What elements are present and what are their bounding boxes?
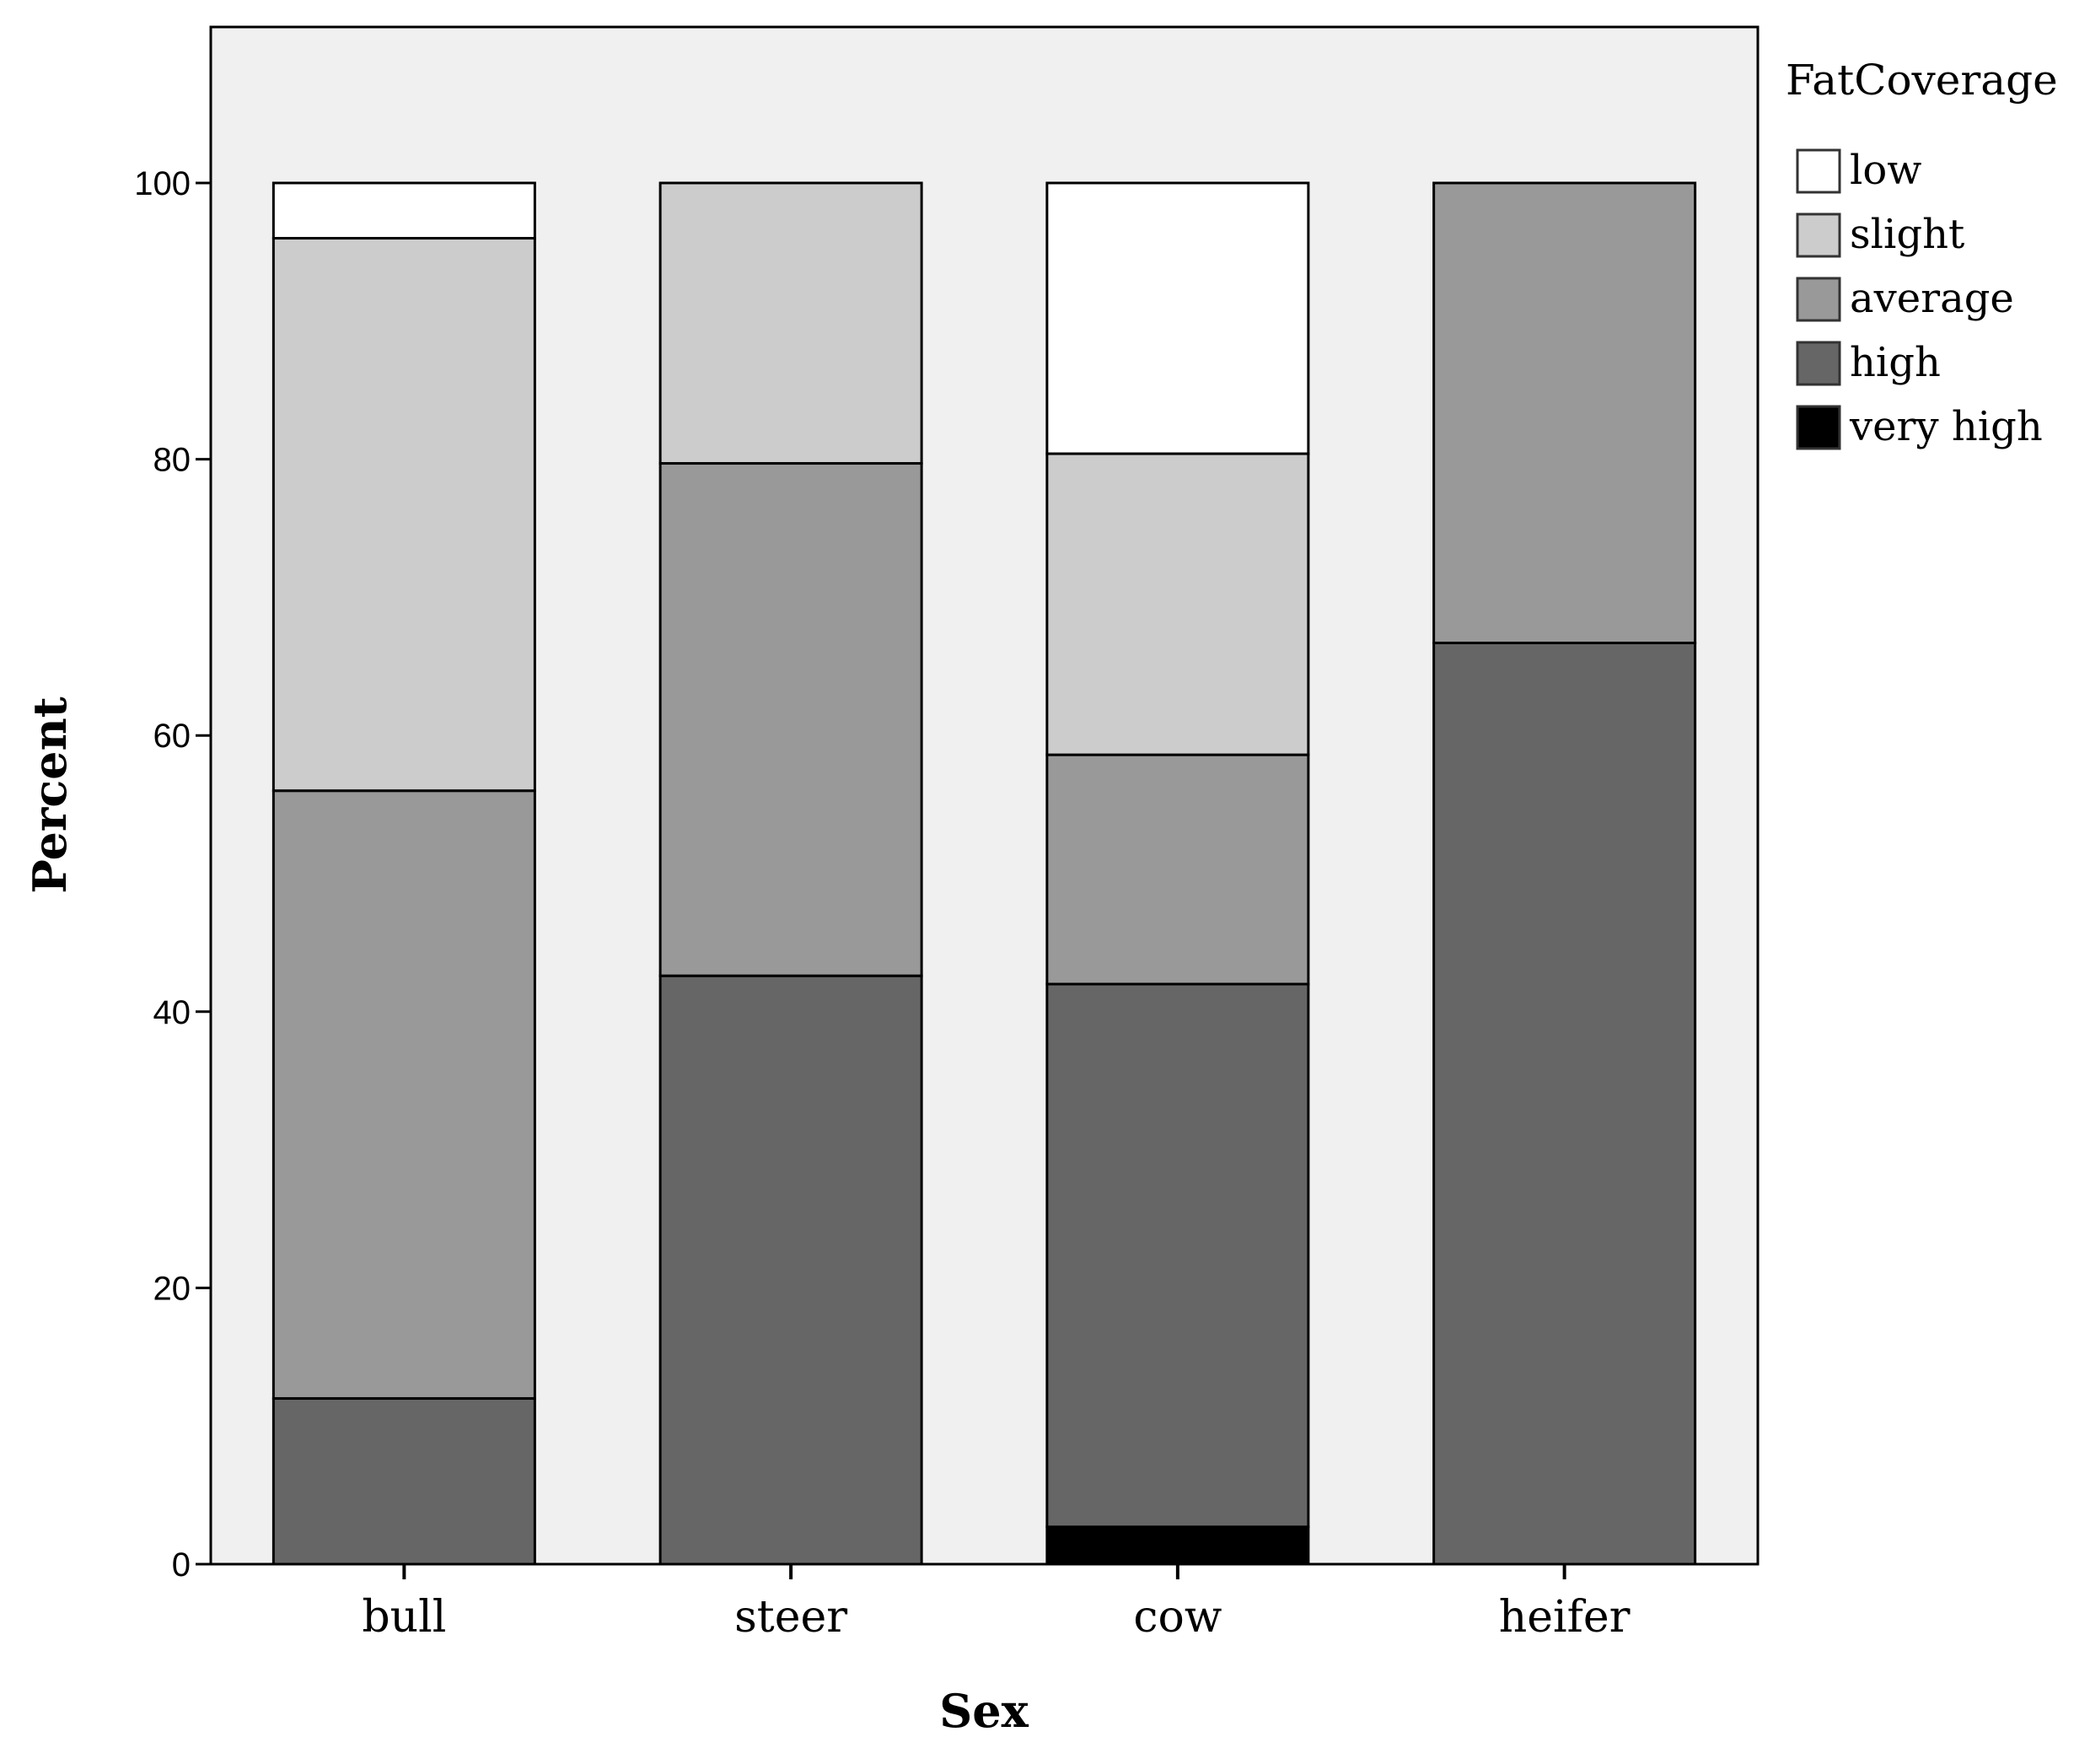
bar-steer-slight <box>658 181 923 465</box>
y-axis-title: Percent <box>23 696 77 893</box>
y-tick-label: 20 <box>153 1270 191 1307</box>
bar-bull-high <box>271 1396 536 1566</box>
bar-steer-high <box>658 974 923 1566</box>
x-tick-label: steer <box>734 1592 847 1643</box>
legend-label-slight: slight <box>1850 211 1964 258</box>
bar-cow-average <box>1045 753 1310 986</box>
legend-swatch-high <box>1796 341 1841 386</box>
y-tick-label: 80 <box>153 442 191 479</box>
y-tick-label: 60 <box>153 718 191 755</box>
legend-label-very-high: very high <box>1849 403 2043 450</box>
legend-swatch-slight <box>1796 212 1841 258</box>
x-axis: bull steer cow heifer <box>362 1564 1631 1643</box>
bar-bull-slight <box>271 237 536 793</box>
bars-layer <box>271 181 1697 1566</box>
x-axis-title: Sex <box>939 1684 1029 1738</box>
legend-label-high: high <box>1850 339 1941 386</box>
y-tick-label: 0 <box>172 1546 191 1584</box>
legend-swatch-very-high <box>1796 405 1841 450</box>
y-axis: 0 20 40 60 80 100 <box>134 165 211 1584</box>
y-tick-label: 40 <box>153 994 191 1031</box>
bar-steer-average <box>658 462 923 977</box>
legend-swatch-average <box>1796 277 1841 322</box>
y-tick-label: 100 <box>134 165 191 202</box>
x-tick-label: heifer <box>1499 1592 1631 1643</box>
legend-swatch-low <box>1796 148 1841 194</box>
bar-heifer-high <box>1432 641 1697 1566</box>
bar-heifer-average <box>1432 181 1697 644</box>
bar-cow-slight <box>1045 452 1310 756</box>
legend-title: FatCoverage <box>1786 56 2058 105</box>
x-tick-label: cow <box>1133 1592 1222 1643</box>
legend-label-low: low <box>1850 147 1921 194</box>
bar-cow-low <box>1045 181 1310 455</box>
bar-cow-very-high <box>1045 1525 1310 1566</box>
bar-cow-high <box>1045 982 1310 1529</box>
legend: FatCoverage low slight average high very hig… <box>1786 56 2058 450</box>
bar-bull-average <box>271 789 536 1400</box>
legend-label-average: average <box>1850 275 2014 322</box>
bar-bull-low <box>271 181 536 240</box>
x-tick-label: bull <box>362 1592 446 1643</box>
